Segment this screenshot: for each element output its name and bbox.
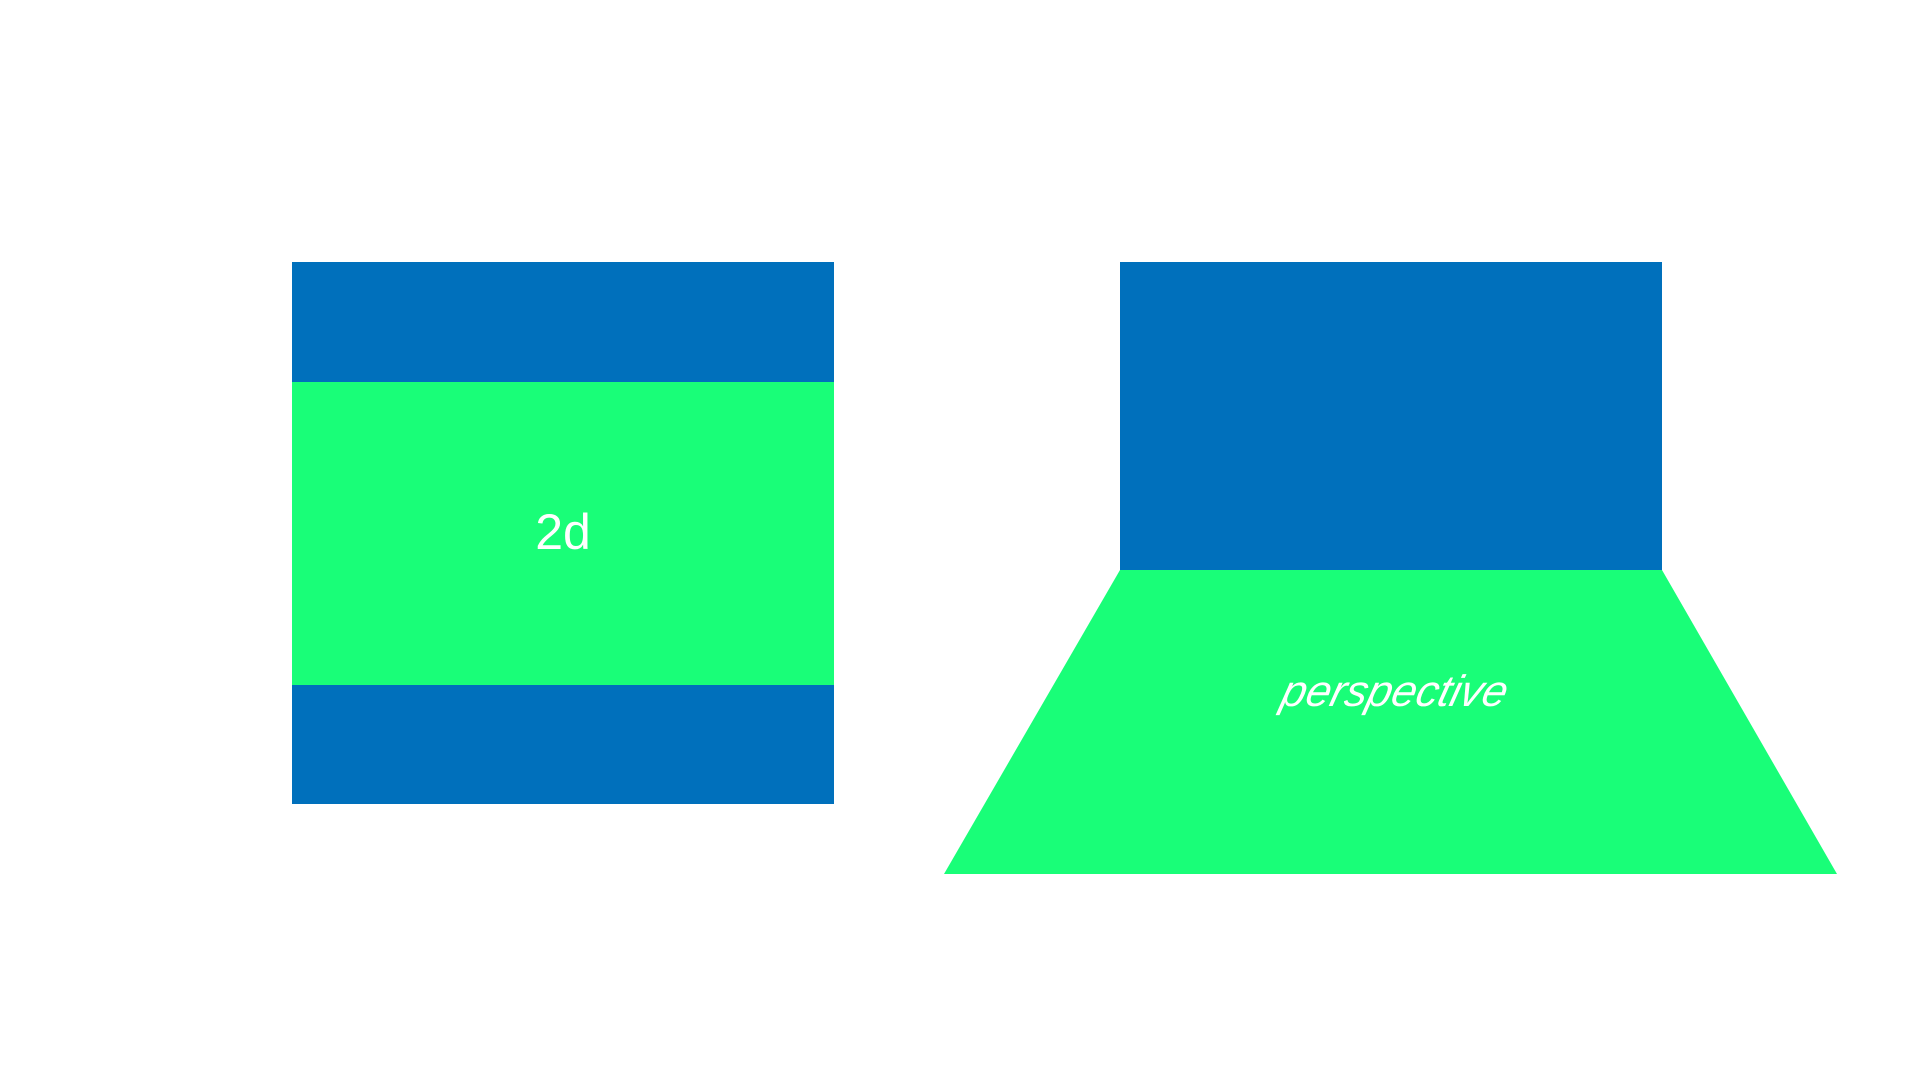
middle-green-band <box>292 382 834 685</box>
top-blue-band <box>292 262 834 382</box>
perspective-panel: perspective <box>944 262 1837 874</box>
flat-2d-panel: 2d <box>292 262 834 804</box>
back-wall-blue <box>1120 262 1662 570</box>
label-perspective: perspective <box>1275 668 1514 716</box>
bottom-blue-band <box>292 685 834 804</box>
floor-green-trapezoid <box>944 570 1837 874</box>
label-2d: 2d <box>535 504 591 560</box>
